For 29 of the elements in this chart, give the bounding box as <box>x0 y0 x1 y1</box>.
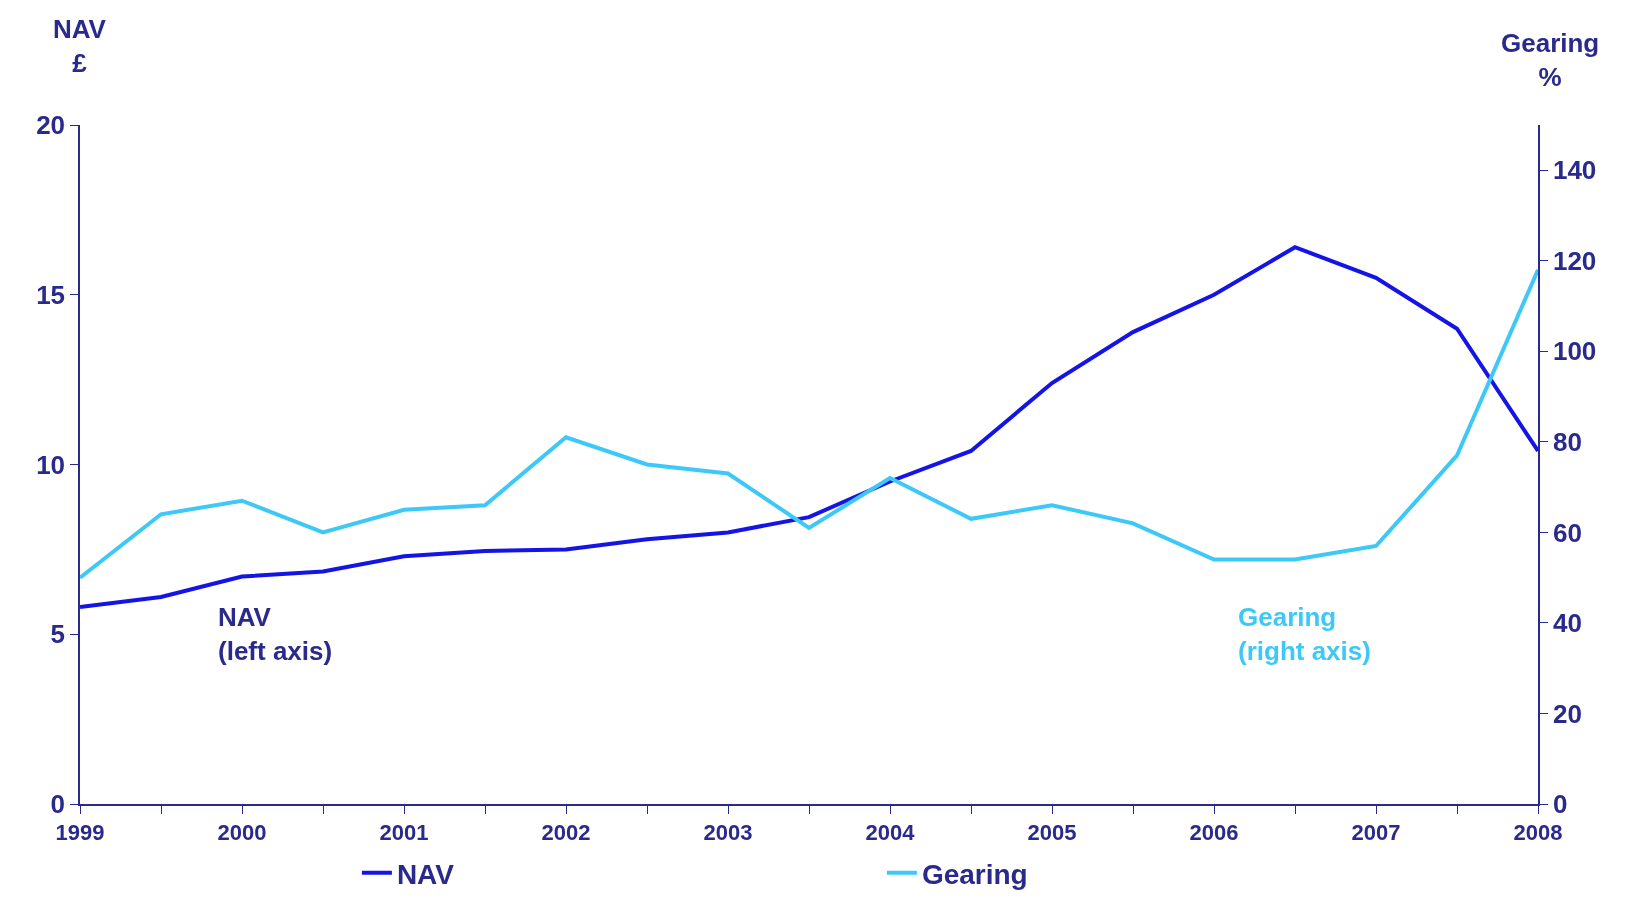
x-tick-label: 1999 <box>55 820 105 846</box>
y2-tick-label: 40 <box>1552 608 1582 639</box>
y-tick-label: 10 <box>36 449 66 480</box>
annotation: Gearing (right axis) <box>1238 602 1371 666</box>
y-tick-label: 15 <box>36 279 66 310</box>
x-tick-label: 2002 <box>541 820 591 846</box>
y-tick-label: 20 <box>36 110 66 141</box>
legend-label: NAV <box>396 858 455 890</box>
y2-tick-label: 120 <box>1552 245 1597 276</box>
x-tick-label: 2006 <box>1189 820 1239 846</box>
x-tick-label: 2001 <box>379 820 429 846</box>
y2-tick-label: 100 <box>1552 336 1597 367</box>
y-tick-label: 0 <box>50 789 66 820</box>
x-tick-label: 2000 <box>217 820 267 846</box>
legend-label: Gearing <box>921 858 1028 890</box>
x-tick-label: 2005 <box>1027 820 1077 846</box>
y2-tick-label: 60 <box>1552 517 1582 548</box>
x-tick-label: 2004 <box>865 820 916 846</box>
y2-tick-label: 0 <box>1552 789 1568 820</box>
y2-tick-label: 140 <box>1552 155 1597 186</box>
y2-axis-title: Gearing % <box>1501 28 1600 92</box>
x-tick-label: 2003 <box>703 820 753 846</box>
y2-tick-label: 80 <box>1552 426 1582 457</box>
y-axis-title: NAV £ <box>53 14 107 78</box>
y-tick-label: 5 <box>50 619 66 650</box>
x-tick-label: 2008 <box>1513 820 1563 846</box>
annotation: NAV (left axis) <box>218 602 333 666</box>
x-tick-label: 2007 <box>1351 820 1401 846</box>
y2-tick-label: 20 <box>1552 698 1582 729</box>
